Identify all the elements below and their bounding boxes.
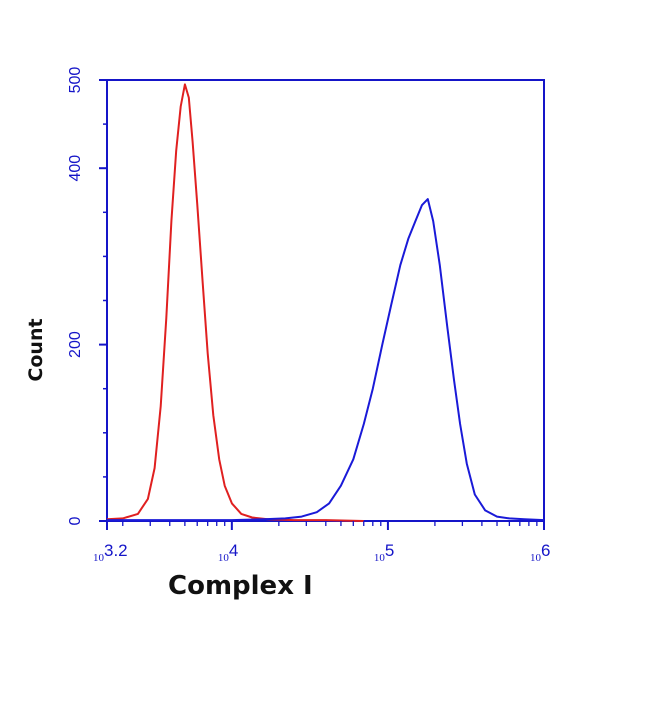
x-tick-base: 10	[530, 552, 542, 564]
plot-frame	[106, 79, 545, 522]
y-tick-label: 200	[67, 331, 84, 358]
x-axis: 10 3.2 10 4 10 5 10 6	[93, 521, 550, 564]
x-tick-base: 10	[374, 552, 386, 564]
x-tick-label: 10 6	[530, 541, 550, 564]
x-tick-label: 10 5	[374, 541, 394, 564]
x-axis-label: Complex I	[168, 571, 313, 601]
x-tick-base: 10	[93, 552, 105, 564]
x-tick-label: 10 3.2	[93, 541, 128, 564]
x-tick-base: 10	[218, 552, 230, 564]
x-tick-label: 10 4	[218, 541, 238, 564]
x-tick-exponent: 5	[385, 541, 394, 560]
y-axis: 0 200 400 500	[67, 67, 107, 525]
y-axis-label: Count	[25, 318, 47, 381]
y-tick-label: 0	[67, 516, 84, 525]
y-tick-label: 400	[67, 155, 84, 182]
x-tick-exponent: 3.2	[104, 541, 128, 560]
series-1-line	[107, 198, 545, 522]
x-tick-exponent: 4	[229, 541, 238, 560]
series-0-line	[106, 83, 364, 522]
x-tick-exponent: 6	[541, 541, 550, 560]
curves-layer	[106, 83, 545, 522]
y-tick-label: 500	[67, 67, 84, 94]
